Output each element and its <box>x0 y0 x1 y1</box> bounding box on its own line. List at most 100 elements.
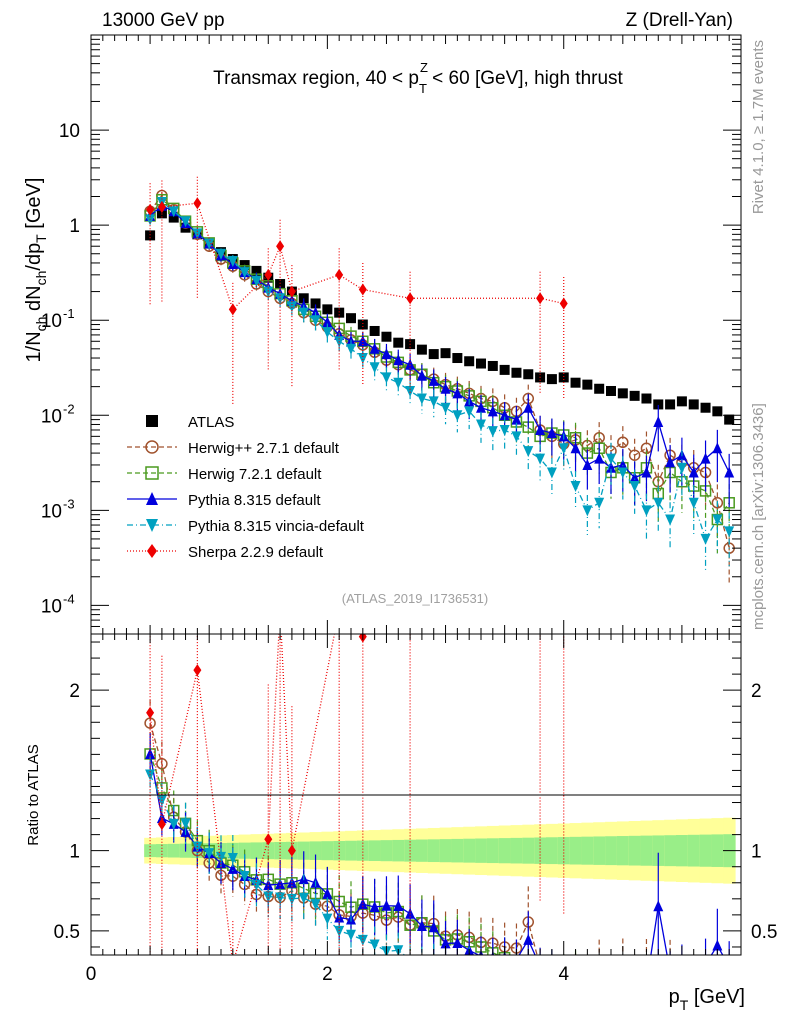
legend-entry: Pythia 8.315 default <box>127 492 321 509</box>
ratio-point <box>428 921 439 933</box>
band-green-segment <box>416 839 429 862</box>
ratio-tick-label: 1 <box>69 842 80 863</box>
data-point <box>157 201 166 214</box>
data-point <box>499 409 510 421</box>
data-point <box>676 462 687 474</box>
data-point <box>275 293 286 305</box>
data-point <box>617 388 628 399</box>
legend-entry: Herwig++ 2.7.1 default <box>127 440 340 457</box>
series-ratio-line <box>149 634 365 955</box>
data-point <box>357 319 368 330</box>
band-green-segment <box>498 838 512 864</box>
data-point <box>641 466 652 478</box>
data-point <box>724 526 735 538</box>
data-point <box>322 327 333 339</box>
data-point <box>228 303 237 316</box>
ratio-point <box>180 818 191 830</box>
data-point <box>440 402 451 414</box>
band-green-segment <box>345 840 358 861</box>
data-point <box>145 230 156 241</box>
data-point <box>499 424 510 436</box>
data-point <box>641 505 652 517</box>
ratio-tick-label: 2 <box>69 681 80 702</box>
band-green-segment <box>297 841 311 860</box>
data-point <box>346 343 356 355</box>
y-tick-label: 10 <box>41 596 62 617</box>
data-point <box>180 216 191 228</box>
data-point <box>594 497 605 509</box>
data-point <box>369 325 380 336</box>
data-point <box>310 298 321 309</box>
data-point <box>405 385 416 397</box>
band-green-segment <box>439 839 452 863</box>
band-green-segment <box>593 836 606 865</box>
data-point <box>393 337 404 348</box>
legend-label: Herwig++ 2.7.1 default <box>188 440 340 457</box>
data-point <box>298 293 309 304</box>
band-green-segment <box>250 842 263 859</box>
data-point <box>487 360 498 371</box>
data-point <box>275 279 286 290</box>
data-point <box>369 342 380 354</box>
data-point <box>298 307 309 319</box>
data-point <box>393 377 404 389</box>
data-point <box>570 442 581 454</box>
band-green-segment <box>475 838 488 863</box>
ratio-point <box>286 893 297 905</box>
data-point <box>193 197 202 210</box>
legend-marker <box>146 415 158 427</box>
data-point <box>287 285 296 298</box>
data-point <box>440 348 451 359</box>
data-point <box>628 449 641 461</box>
data-point <box>535 453 546 465</box>
data-point <box>724 466 735 478</box>
data-point <box>700 533 711 545</box>
band-green-segment <box>356 840 370 861</box>
y-tick-label: 10 <box>41 501 62 522</box>
ratio-point <box>322 887 333 899</box>
band-green-segment <box>510 837 523 864</box>
ratio-point <box>357 898 368 910</box>
data-point <box>476 401 486 413</box>
band-green-segment <box>368 840 382 861</box>
ratio-point <box>227 862 238 874</box>
data-point <box>629 471 640 483</box>
data-point <box>428 349 439 360</box>
band-green-segment <box>557 837 571 865</box>
ratio-point <box>357 934 368 946</box>
y-tick-label: 10 <box>41 311 62 332</box>
data-point <box>168 206 179 218</box>
data-point <box>146 203 155 216</box>
data-point <box>559 297 568 310</box>
data-point <box>617 436 629 449</box>
legend-label: Pythia 8.315 vincia-default <box>188 518 365 535</box>
ratio-point <box>381 899 392 911</box>
band-green-segment <box>534 837 547 864</box>
ratio-point <box>263 879 274 891</box>
band-green-segment <box>711 834 724 867</box>
y-axis-label: 1/Nch dNch/dpT [GeV] <box>23 178 49 363</box>
data-point <box>322 316 333 328</box>
data-point <box>724 414 735 425</box>
data-point <box>428 374 439 386</box>
band-green-segment <box>616 836 630 866</box>
data-point <box>286 301 297 313</box>
mcplots-label: mcplots.cern.ch [arXiv:1306.3436] <box>750 403 767 630</box>
legend-entry: ATLAS <box>146 414 234 431</box>
data-point <box>511 431 522 443</box>
series-5-ratio <box>146 634 565 955</box>
x-tick-label: 4 <box>558 964 569 985</box>
y-tick-exponent: -4 <box>63 591 75 606</box>
data-point <box>310 315 321 327</box>
data-point <box>511 413 522 425</box>
ratio-point <box>298 892 309 904</box>
data-point <box>216 248 226 260</box>
band-green-segment <box>546 837 559 865</box>
data-point <box>523 446 534 458</box>
band-green-segment <box>321 841 334 861</box>
data-point <box>464 356 475 367</box>
ratio-point <box>275 892 286 904</box>
band-green-segment <box>392 839 405 862</box>
data-point <box>523 401 534 413</box>
